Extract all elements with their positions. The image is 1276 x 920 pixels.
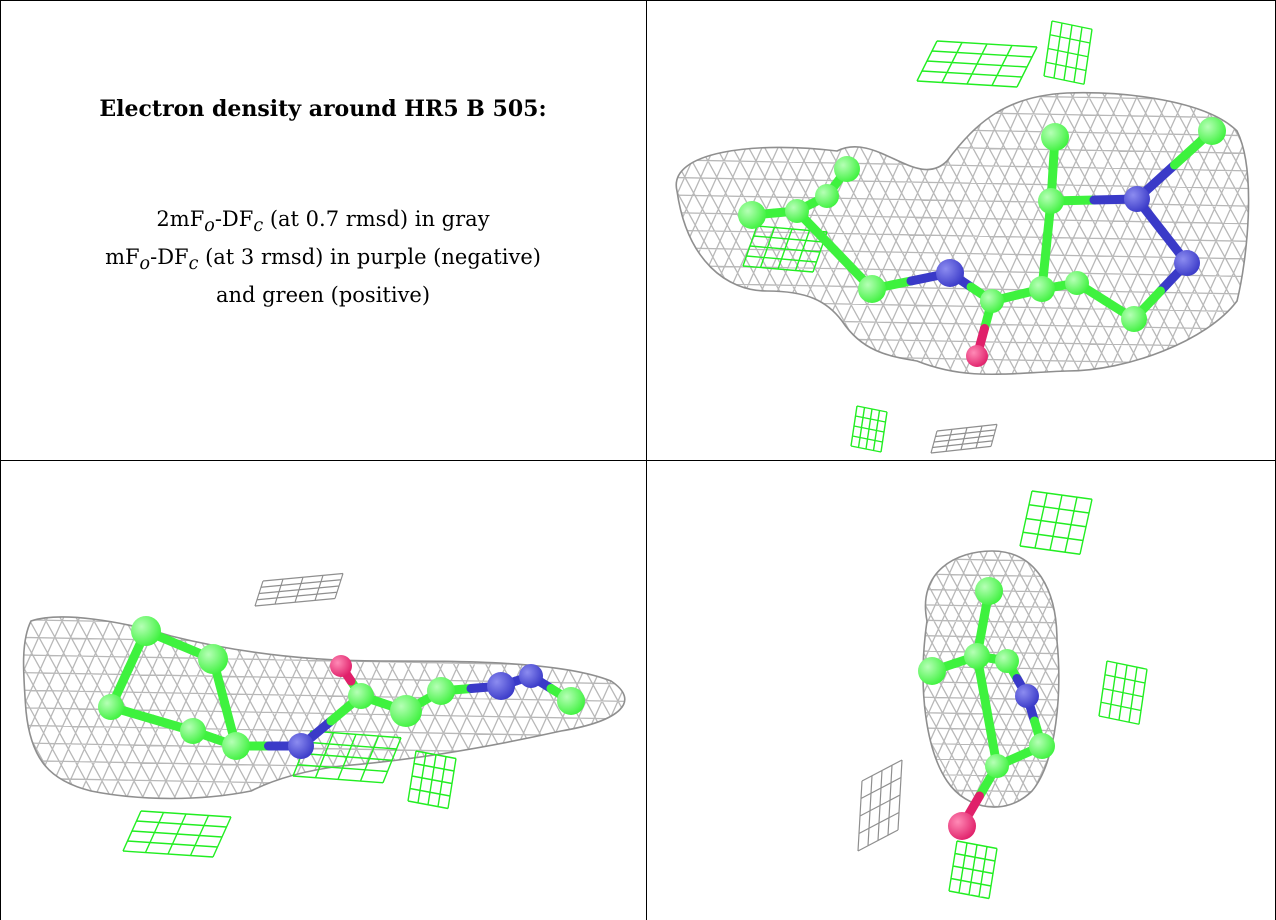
- carbon-atom: [557, 687, 585, 715]
- carbon-atom: [964, 643, 990, 669]
- oxygen-atom: [948, 812, 976, 840]
- oxygen-atom: [330, 655, 352, 677]
- carbon-atom: [738, 201, 766, 229]
- carbon-atom: [1029, 733, 1055, 759]
- nitrogen-atom: [1124, 186, 1150, 212]
- density-view-top-right: [647, 1, 1275, 460]
- carbon-atom: [1038, 188, 1064, 214]
- carbon-atom: [1041, 123, 1069, 151]
- nitrogen-atom: [1174, 250, 1200, 276]
- carbon-atom: [348, 683, 374, 709]
- nitrogen-atom: [1015, 684, 1039, 708]
- positive-density-patch: [742, 225, 828, 273]
- caption-cell: Electron density around HR5 B 505: 2mFo-…: [0, 0, 646, 460]
- nitrogen-atom: [936, 259, 964, 287]
- density-view-bottom-left: [1, 461, 646, 920]
- carbon-atom: [98, 694, 124, 720]
- difference-density-mesh-gray: [923, 551, 1059, 808]
- positive-density-patch: [1098, 660, 1148, 725]
- bonds: [927, 586, 1047, 831]
- density-fragment-gray: [930, 423, 998, 454]
- positive-density-patch: [948, 840, 998, 900]
- density-render-bottom-right: [857, 490, 1148, 900]
- table-divider-horizontal: [0, 460, 1276, 461]
- carbon-atom: [985, 754, 1009, 778]
- atoms: [918, 577, 1055, 840]
- density-render-top-right: [675, 20, 1250, 454]
- carbon-atom: [980, 289, 1004, 313]
- legend-line-colors: and green (positive): [215, 283, 431, 308]
- carbon-atom: [815, 184, 839, 208]
- density-fragment-gray: [857, 759, 903, 852]
- nitrogen-atom: [519, 664, 543, 688]
- difference-density-mesh-gray-outline: [22, 616, 626, 800]
- oxygen-atom: [966, 345, 988, 367]
- atoms: [98, 616, 585, 760]
- positive-density-patch: [850, 405, 888, 453]
- carbon-atom: [427, 677, 455, 705]
- difference-density-mesh-gray-outline: [922, 550, 1060, 808]
- difference-density-mesh-gray-outline: [675, 91, 1250, 376]
- legend-line-mfo-dfc: mFo-DFc (at 3 rmsd) in purple (negative): [105, 245, 541, 275]
- nitrogen-atom: [487, 672, 515, 700]
- nitrogen-atom: [288, 733, 314, 759]
- carbon-atom: [975, 577, 1003, 605]
- density-render-bottom-left: [22, 572, 626, 858]
- density-view-bottom-right: [647, 461, 1275, 920]
- positive-density-patch: [1019, 490, 1093, 555]
- positive-density-patch: [122, 810, 232, 858]
- caption-title: Electron density around HR5 B 505:: [99, 96, 547, 122]
- carbon-atom: [1065, 271, 1089, 295]
- carbon-atom: [390, 695, 422, 727]
- carbon-atom: [995, 649, 1019, 673]
- legend-line-2mfo-dfc: 2mFo-DFc (at 0.7 rmsd) in gray: [156, 207, 490, 237]
- density-fragment-gray: [254, 572, 344, 607]
- atoms: [738, 117, 1226, 367]
- carbon-atom: [1029, 276, 1055, 302]
- positive-density-patch: [1043, 20, 1093, 85]
- carbon-atom: [785, 199, 809, 223]
- carbon-atom: [1121, 306, 1147, 332]
- table-border-top: [0, 0, 1276, 1]
- carbon-atom: [222, 732, 250, 760]
- carbon-atom: [131, 616, 161, 646]
- carbon-atom: [198, 644, 228, 674]
- carbon-atom: [1198, 117, 1226, 145]
- carbon-atom: [180, 718, 206, 744]
- difference-density-mesh-gray: [676, 92, 1249, 375]
- positive-density-patch: [916, 40, 1038, 88]
- caption-legend: 2mFo-DFc (at 0.7 rmsd) in gray mFo-DFc (…: [0, 204, 646, 311]
- carbon-atom: [858, 275, 886, 303]
- carbon-atom: [834, 156, 860, 182]
- carbon-atom: [918, 657, 946, 685]
- positive-density-patch: [407, 750, 457, 810]
